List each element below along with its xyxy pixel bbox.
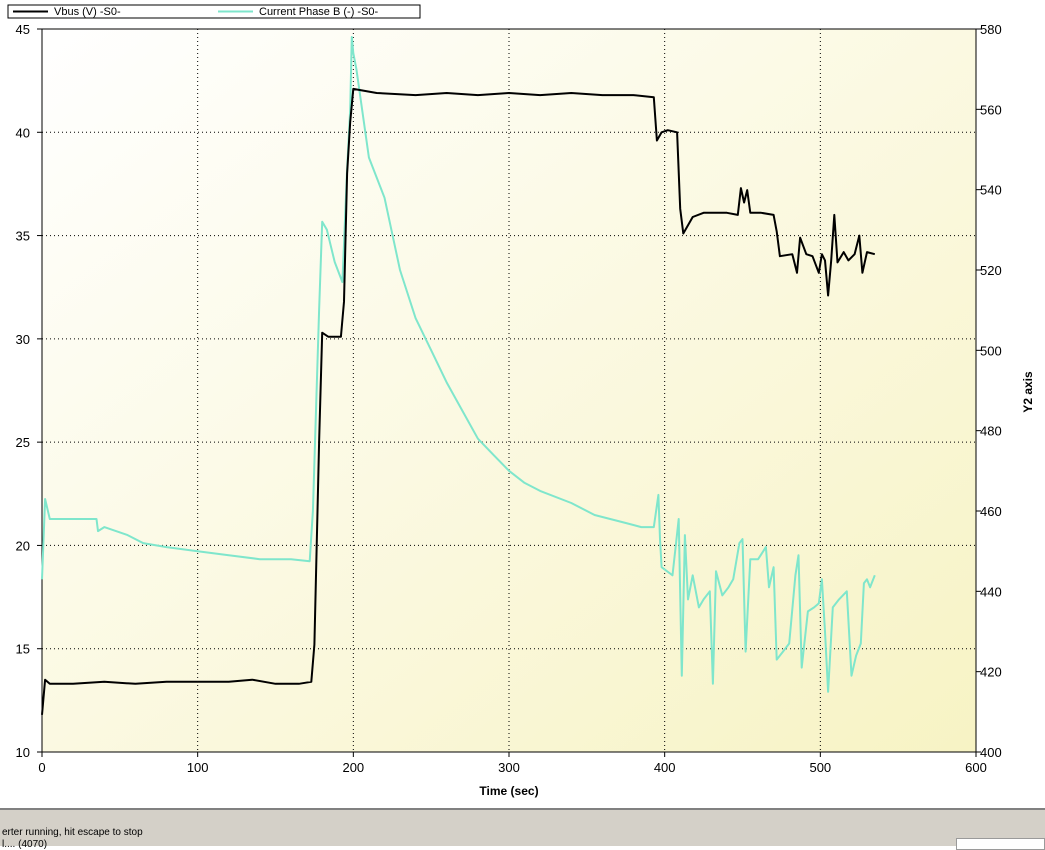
x-tick-label: 300 bbox=[498, 760, 520, 775]
y2-tick-label: 500 bbox=[980, 343, 1002, 358]
y-tick-label: 25 bbox=[16, 435, 30, 450]
x-tick-label: 100 bbox=[187, 760, 209, 775]
grid bbox=[42, 29, 976, 752]
y2-tick-label: 480 bbox=[980, 424, 1002, 439]
status-detail: l.... (4070) bbox=[2, 839, 48, 850]
axis-ticks: 0 100 200 300 400 500 600 10 15 20 25 30 35 40 45 400 42… bbox=[16, 22, 1002, 775]
legend-label-vbus: Vbus (V) -S0- bbox=[54, 6, 121, 18]
y2-tick-label: 440 bbox=[980, 584, 1002, 599]
x-tick-label: 0 bbox=[38, 760, 45, 775]
x-tick-label: 200 bbox=[342, 760, 364, 775]
status-field bbox=[956, 838, 1045, 850]
series-line-current-phase-b bbox=[41, 36, 876, 693]
y2-tick-label: 400 bbox=[980, 745, 1002, 760]
y-tick-label: 45 bbox=[16, 22, 30, 37]
y2-tick-label: 420 bbox=[980, 665, 1002, 680]
y2-tick-label: 460 bbox=[980, 504, 1002, 519]
status-bar: erter running, hit escape to stop l.... … bbox=[0, 808, 1045, 850]
y-tick-label: 35 bbox=[16, 229, 30, 244]
y2-tick-label: 560 bbox=[980, 102, 1002, 117]
y2-tick-label: 540 bbox=[980, 183, 1002, 198]
legend-box bbox=[7, 4, 421, 19]
x-tick-label: 400 bbox=[654, 760, 676, 775]
legend-label-current: Current Phase B (-) -S0- bbox=[259, 6, 379, 18]
y-tick-label: 30 bbox=[16, 332, 30, 347]
y2-tick-label: 520 bbox=[980, 263, 1002, 278]
y-tick-label: 40 bbox=[16, 125, 30, 140]
x-tick-label: 600 bbox=[965, 760, 987, 775]
status-message: erter running, hit escape to stop bbox=[2, 827, 143, 838]
y2-tick-label: 580 bbox=[980, 22, 1002, 37]
y-tick-label: 20 bbox=[16, 538, 30, 553]
y2-axis-title: Y2 axis bbox=[1021, 371, 1035, 413]
x-axis-title: Time (sec) bbox=[479, 784, 538, 798]
legend: Vbus (V) -S0- Current Phase B (-) -S0- bbox=[7, 4, 421, 19]
series-layer bbox=[41, 36, 876, 715]
x-tick-label: 500 bbox=[809, 760, 831, 775]
series-line-vbus bbox=[41, 87, 876, 715]
y-tick-label: 10 bbox=[16, 745, 30, 760]
chart: 0 100 200 300 400 500 600 10 15 20 25 30 35 40 45 400 42… bbox=[7, 4, 1035, 798]
y-tick-label: 15 bbox=[16, 642, 30, 657]
